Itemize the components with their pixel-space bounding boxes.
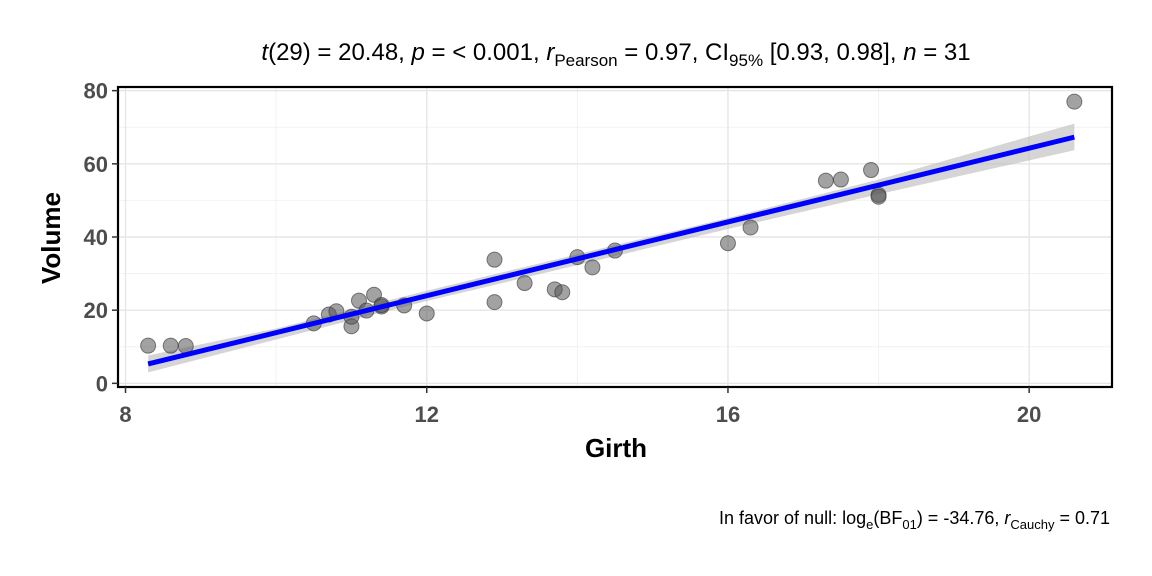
bayes-factor-caption: In favor of null: loge(BF01) = -34.76, r…: [719, 508, 1110, 532]
title-ci-subscript: 95%: [729, 51, 763, 70]
data-point: [162, 337, 179, 354]
data-point: [863, 162, 880, 179]
title-ci-value: [0.93, 0.98],: [763, 39, 903, 66]
data-point: [584, 259, 601, 276]
data-point: [486, 294, 503, 311]
data-point: [418, 305, 435, 322]
title-p-value: = < 0.001,: [425, 39, 546, 66]
data-point: [832, 171, 849, 188]
data-point: [742, 219, 759, 236]
x-tick-label: 20: [1017, 402, 1041, 427]
title-r-subscript: Pearson: [554, 51, 617, 70]
chart-title: t(29) = 20.48, p = < 0.001, rPearson = 0…: [261, 39, 970, 70]
caption-r-value: = 0.71: [1054, 508, 1110, 528]
data-point: [1066, 93, 1083, 110]
caption-log-subscript: e: [866, 517, 873, 532]
x-tick-label: 16: [716, 402, 740, 427]
title-t-stat: (29) = 20.48,: [268, 39, 411, 66]
x-tick-label: 8: [119, 402, 131, 427]
data-point: [486, 251, 503, 268]
x-tick-label: 12: [415, 402, 439, 427]
y-tick-label: 40: [84, 225, 108, 250]
title-n-symbol: n: [903, 39, 916, 66]
data-point: [140, 337, 157, 354]
data-point: [870, 188, 887, 205]
caption-bf-value: ) = -34.76,: [917, 508, 1005, 528]
title-n-value: = 31: [917, 39, 971, 66]
title-p-symbol: p: [411, 39, 425, 66]
data-point: [817, 172, 834, 189]
caption-bf-subscript: 01: [902, 517, 916, 532]
y-tick-label: 0: [96, 371, 108, 396]
caption-r-symbol: r: [1004, 508, 1011, 528]
y-tick-label: 20: [84, 298, 108, 323]
data-point: [554, 284, 571, 301]
title-r-value: = 0.97, CI: [618, 39, 729, 66]
title-t-symbol: t: [261, 39, 269, 66]
caption-r-subscript: Cauchy: [1010, 517, 1055, 532]
caption-bf-open: (BF: [873, 508, 902, 528]
data-point: [516, 275, 533, 292]
caption-prefix: In favor of null: log: [719, 508, 866, 528]
data-point: [719, 235, 736, 252]
y-tick-label: 80: [84, 79, 108, 104]
x-axis-title: Girth: [585, 433, 647, 463]
plot-area: 8 12 16 20 0 20 40 60 80: [84, 79, 1114, 427]
y-tick-label: 60: [84, 152, 108, 177]
y-axis-title: Volume: [36, 192, 66, 284]
regression-line: [147, 134, 1075, 367]
title-r-symbol: r: [546, 39, 555, 66]
